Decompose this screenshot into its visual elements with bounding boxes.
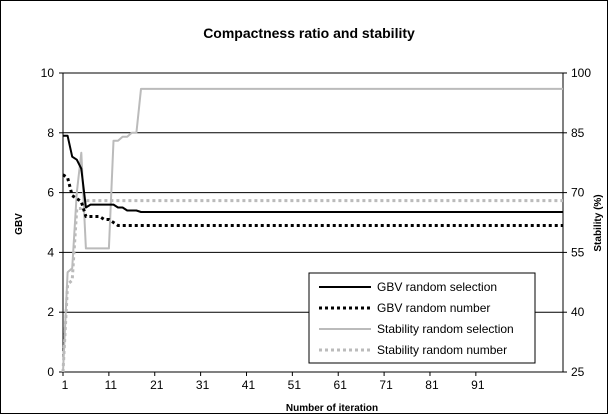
x-tick-label: 1 bbox=[62, 378, 69, 392]
x-tick-label: 81 bbox=[425, 378, 439, 392]
y2-axis-label: Stability (%) bbox=[593, 194, 604, 251]
y-axis-right: 25 40 55 70 85 100 bbox=[563, 66, 591, 379]
chart-title: Compactness ratio and stability bbox=[203, 25, 415, 41]
x-tick-label: 31 bbox=[196, 378, 210, 392]
legend-entry: GBV random selection bbox=[377, 280, 497, 294]
legend-entry: GBV random number bbox=[377, 301, 490, 315]
y2-tick-label: 70 bbox=[571, 186, 585, 200]
series-line bbox=[63, 134, 563, 213]
x-tick-label: 71 bbox=[379, 378, 393, 392]
x-axis: 1 11 21 31 41 51 61 71 81 91 bbox=[62, 372, 485, 392]
x-tick-label: 21 bbox=[150, 378, 164, 392]
x-axis-label: Number of iteration bbox=[286, 403, 378, 413]
legend: GBV random selection GBV random number Sta… bbox=[308, 272, 536, 364]
y-tick-label: 2 bbox=[47, 305, 54, 319]
x-tick-label: 91 bbox=[471, 378, 485, 392]
y-tick-label: 8 bbox=[47, 126, 54, 140]
y-axis-label: GBV bbox=[14, 213, 25, 235]
y-tick-label: 10 bbox=[41, 66, 55, 80]
y-tick-label: 0 bbox=[47, 365, 54, 379]
x-tick-label: 41 bbox=[242, 378, 256, 392]
legend-entry: Stability random number bbox=[377, 343, 507, 357]
y-axis-left: 0 2 4 6 8 10 bbox=[41, 66, 63, 379]
y2-tick-label: 85 bbox=[571, 126, 585, 140]
x-tick-label: 61 bbox=[334, 378, 348, 392]
series-lines bbox=[61, 87, 563, 373]
y-tick-label: 6 bbox=[47, 186, 54, 200]
x-tick-label: 11 bbox=[105, 378, 118, 392]
y2-tick-label: 25 bbox=[571, 365, 585, 379]
y-tick-label: 4 bbox=[47, 245, 54, 259]
series-line bbox=[62, 173, 563, 227]
x-tick-label: 51 bbox=[288, 378, 302, 392]
y2-tick-label: 100 bbox=[571, 66, 591, 80]
plot-area bbox=[62, 72, 564, 373]
legend-entry: Stability random selection bbox=[377, 322, 514, 336]
y2-tick-label: 40 bbox=[571, 305, 585, 319]
y2-tick-label: 55 bbox=[571, 245, 585, 259]
